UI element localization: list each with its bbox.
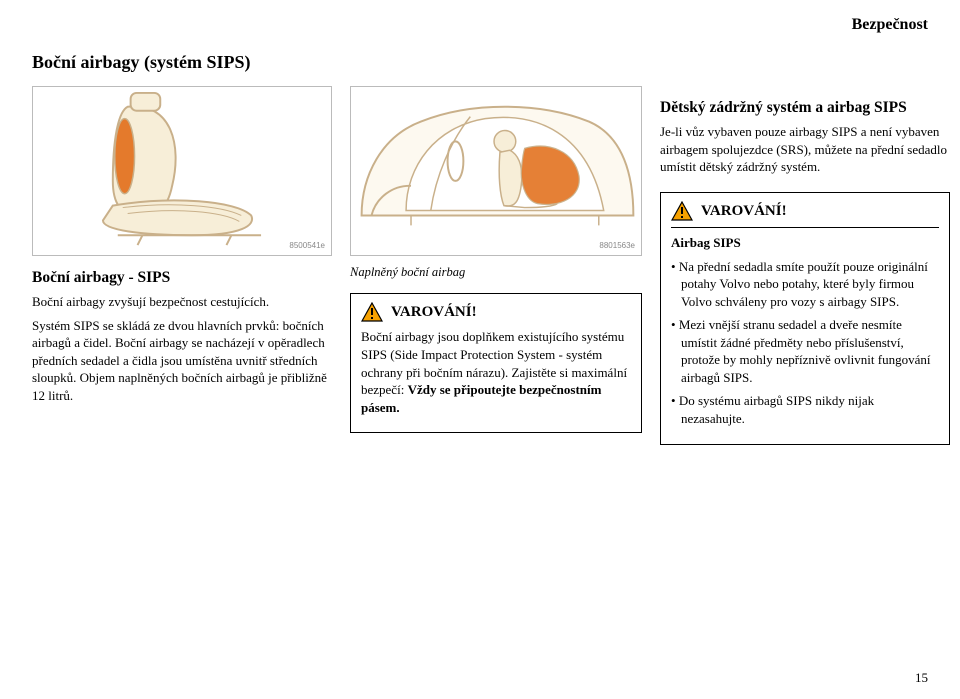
col3-p1: Je-li vůz vybaven pouze airbagy SIPS a n… (660, 123, 950, 176)
figure-code: 8500541e (289, 241, 325, 252)
section-title: Boční airbagy (systém SIPS) (32, 50, 928, 74)
warning-triangle-icon (361, 302, 383, 322)
col1-p1: Boční airbagy zvyšují bezpečnost cestují… (32, 293, 332, 311)
col1-heading: Boční airbagy - SIPS (32, 268, 332, 289)
warning-box-2: VAROVÁNÍ! Airbag SIPS Na přední sedadla … (660, 192, 950, 445)
warning-header: VAROVÁNÍ! (671, 201, 939, 221)
warning-body: Boční airbagy jsou doplňkem existujícího… (361, 328, 631, 416)
warning-box-1: VAROVÁNÍ! Boční airbagy jsou doplňkem ex… (350, 293, 642, 433)
warning-title: VAROVÁNÍ! (391, 302, 477, 322)
warning-header: VAROVÁNÍ! (361, 302, 631, 322)
list-item: Do systému airbagů SIPS nikdy nijak neza… (671, 392, 939, 427)
warning-bullet-list: Na přední sedadla smíte použít pouze ori… (671, 258, 939, 428)
list-item: Mezi vnější stranu sedadel a dveře nesmí… (671, 316, 939, 386)
corner-title: Bezpečnost (852, 14, 928, 36)
page-number: 15 (915, 669, 928, 687)
list-item: Na přední sedadla smíte použít pouze ori… (671, 258, 939, 311)
col2-caption: Naplněný boční airbag (350, 264, 642, 281)
column-1: 8500541e Boční airbagy - SIPS Boční airb… (32, 86, 332, 444)
figure-code: 8801563e (599, 241, 635, 252)
warning-subhead: Airbag SIPS (671, 234, 939, 252)
figure-car-cutaway: 8801563e (350, 86, 642, 256)
column-2: 8801563e Naplněný boční airbag VAROVÁNÍ!… (350, 86, 642, 444)
warning-title: VAROVÁNÍ! (701, 201, 787, 221)
divider (671, 227, 939, 228)
col1-p2: Systém SIPS se skládá ze dvou hlavních p… (32, 317, 332, 405)
warning-triangle-icon (671, 201, 693, 221)
figure-seat-airbag: 8500541e (32, 86, 332, 256)
col3-heading: Dětský zádržný systém a airbag SIPS (660, 98, 950, 119)
column-3: Dětský zádržný systém a airbag SIPS Je-l… (660, 86, 950, 444)
